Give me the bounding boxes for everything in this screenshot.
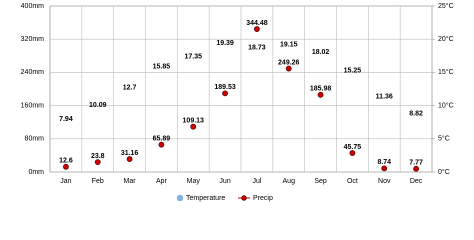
precip-label: 31.16 <box>121 150 139 157</box>
precip-label: 249.26 <box>278 59 300 66</box>
y-tick-label: 320mm <box>21 36 45 43</box>
y-tick-label: 240mm <box>21 69 45 76</box>
precip-marker <box>126 156 133 162</box>
y2-tick-label: 15°C <box>438 68 454 76</box>
x-tick-label: Feb <box>92 178 104 185</box>
precip-label: 344.48 <box>246 20 268 27</box>
x-tick-label: Jan <box>60 178 71 185</box>
legend-marker <box>176 194 184 202</box>
precip-marker <box>317 91 324 98</box>
precip-marker <box>349 150 356 156</box>
precip-marker <box>190 123 197 130</box>
x-tick-label: Nov <box>378 178 391 185</box>
x-tick-label: Jun <box>219 178 230 185</box>
precip-marker <box>413 165 419 172</box>
y2-tick-label: 5°C <box>438 135 450 143</box>
y2-tick-label: 20°C <box>438 35 454 43</box>
x-tick-label: Mar <box>124 178 137 185</box>
legend-marker <box>241 195 247 201</box>
temperature-label: 15.25 <box>344 68 362 75</box>
temperature-label: 17.35 <box>184 54 202 61</box>
chart: 0mm 80mm 160mm 240mm 320mm 400mm 0°C 5°C 10°C 15°… <box>21 2 454 202</box>
precip-label: 8.74 <box>377 159 391 166</box>
temperature-label: 7.94 <box>59 116 73 123</box>
precip-marker <box>381 165 388 172</box>
precip-label: 45.75 <box>344 144 362 151</box>
temperature-label: 15.85 <box>153 64 171 71</box>
y-tick-label: 0mm <box>28 169 44 176</box>
y2-tick-label: 25°C <box>438 2 454 10</box>
precip-marker <box>63 163 69 170</box>
precip-label: 7.77 <box>409 160 423 167</box>
precip-label: 23.8 <box>91 153 105 160</box>
temperature-label: 19.39 <box>216 40 234 47</box>
legend-label: Precip <box>253 195 273 202</box>
y-tick-label: 400mm <box>21 3 45 10</box>
legend-label: Temperature <box>186 195 225 202</box>
y-tick-label: 80mm <box>25 136 45 143</box>
y-tick-label: 160mm <box>21 102 45 109</box>
temperature-label: 19.15 <box>280 42 298 49</box>
y2-tick-label: 0°C <box>438 168 450 176</box>
temperature-label: 12.7 <box>123 85 137 92</box>
precip-label: 12.6 <box>59 158 73 165</box>
temperature-label: 10.09 <box>89 102 107 109</box>
temperature-label: 18.02 <box>312 49 330 56</box>
precip-marker <box>222 90 228 97</box>
x-tick-label: May <box>187 178 201 185</box>
x-tick-label: Apr <box>156 178 168 185</box>
x-tick-label: Aug <box>283 178 296 185</box>
y2-tick-label: 10°C <box>438 101 454 109</box>
precip-label: 185.98 <box>310 86 332 93</box>
temperature-label: 11.36 <box>376 93 393 100</box>
precip-label: 109.13 <box>183 118 205 125</box>
precip-marker <box>94 159 101 166</box>
x-tick-label: Jul <box>252 178 261 185</box>
x-tick-label: Oct <box>347 178 358 185</box>
x-tick-label: Sep <box>314 178 327 185</box>
temperature-label: 18.73 <box>248 44 266 51</box>
precip-label: 65.89 <box>153 135 171 142</box>
precip-label: 189.53 <box>214 84 236 91</box>
precip-marker <box>158 141 165 148</box>
precip-marker <box>285 65 292 72</box>
x-tick-label: Dec <box>410 178 423 185</box>
temperature-label: 8.82 <box>409 110 423 117</box>
precip-marker <box>254 26 260 32</box>
